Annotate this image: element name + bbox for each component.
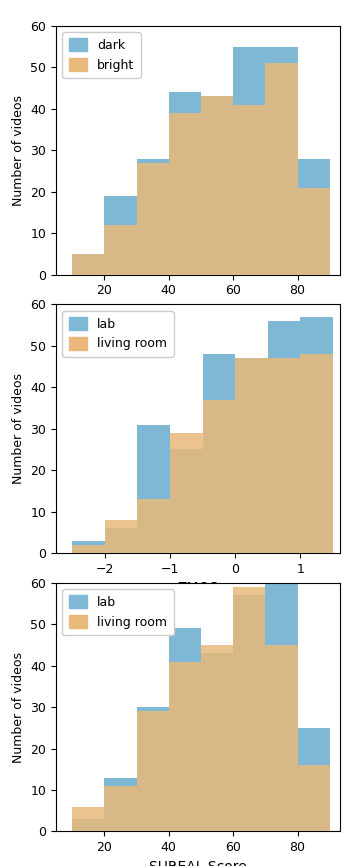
Legend: dark, bright: dark, bright: [62, 32, 141, 78]
Bar: [233, 587, 265, 831]
Bar: [233, 595, 265, 831]
Bar: [235, 359, 268, 553]
Bar: [268, 321, 300, 553]
Text: (a): (a): [184, 327, 211, 346]
Bar: [298, 158, 330, 275]
X-axis label: SUREAL Score: SUREAL Score: [149, 860, 247, 866]
Bar: [298, 727, 330, 831]
Legend: lab, living room: lab, living room: [62, 589, 174, 635]
Bar: [169, 113, 201, 275]
Bar: [72, 545, 105, 553]
Y-axis label: Number of videos: Number of videos: [12, 651, 25, 763]
Bar: [136, 163, 169, 275]
Bar: [104, 225, 136, 275]
Text: (b): (b): [184, 605, 212, 624]
Bar: [72, 806, 104, 831]
Bar: [201, 653, 233, 831]
Bar: [138, 499, 170, 553]
Bar: [170, 433, 203, 553]
Bar: [265, 63, 298, 275]
Bar: [72, 540, 105, 553]
Bar: [105, 528, 138, 553]
Bar: [203, 354, 235, 553]
Bar: [265, 583, 298, 831]
Bar: [268, 359, 300, 553]
Bar: [138, 424, 170, 553]
Bar: [136, 707, 169, 831]
Bar: [170, 449, 203, 553]
Bar: [233, 47, 265, 275]
Bar: [298, 188, 330, 275]
Bar: [169, 629, 201, 831]
Bar: [105, 520, 138, 553]
Bar: [169, 93, 201, 275]
Bar: [300, 317, 333, 553]
Bar: [233, 105, 265, 275]
Bar: [265, 645, 298, 831]
Bar: [169, 662, 201, 831]
Bar: [72, 819, 104, 831]
Bar: [201, 96, 233, 275]
Bar: [203, 400, 235, 553]
X-axis label: MOS: MOS: [182, 303, 214, 317]
Bar: [104, 196, 136, 275]
Bar: [72, 254, 104, 275]
Bar: [104, 785, 136, 831]
Bar: [300, 354, 333, 553]
Bar: [201, 96, 233, 275]
Bar: [265, 47, 298, 275]
Bar: [136, 158, 169, 275]
Y-axis label: Number of videos: Number of videos: [12, 94, 25, 206]
Bar: [201, 645, 233, 831]
Bar: [72, 254, 104, 275]
Bar: [136, 711, 169, 831]
X-axis label: ZMOS: ZMOS: [177, 581, 218, 595]
Bar: [235, 359, 268, 553]
Bar: [298, 765, 330, 831]
Bar: [104, 778, 136, 831]
Y-axis label: Number of videos: Number of videos: [12, 373, 25, 484]
Legend: lab, living room: lab, living room: [62, 311, 174, 357]
